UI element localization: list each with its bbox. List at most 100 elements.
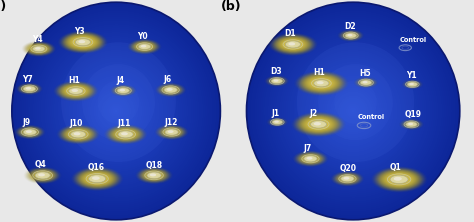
Circle shape: [72, 131, 85, 137]
Circle shape: [96, 178, 98, 179]
Circle shape: [304, 156, 317, 162]
Circle shape: [119, 89, 128, 93]
Circle shape: [27, 168, 58, 182]
Circle shape: [41, 175, 44, 176]
Circle shape: [141, 45, 146, 48]
Circle shape: [76, 133, 81, 135]
Circle shape: [314, 80, 329, 87]
Text: (a): (a): [0, 0, 7, 13]
Circle shape: [295, 152, 326, 166]
Circle shape: [94, 177, 100, 180]
Circle shape: [341, 176, 354, 182]
Circle shape: [20, 128, 39, 137]
Ellipse shape: [12, 2, 220, 220]
Circle shape: [36, 172, 49, 178]
Circle shape: [119, 131, 132, 137]
Circle shape: [28, 131, 31, 133]
Ellipse shape: [295, 52, 411, 170]
Circle shape: [42, 175, 43, 176]
Circle shape: [339, 30, 362, 41]
Circle shape: [125, 134, 127, 135]
Circle shape: [410, 83, 415, 85]
Circle shape: [301, 74, 341, 93]
Circle shape: [32, 46, 46, 52]
Circle shape: [18, 127, 42, 138]
Circle shape: [27, 44, 50, 54]
Circle shape: [158, 126, 185, 139]
Circle shape: [272, 79, 282, 83]
Ellipse shape: [309, 65, 398, 157]
Circle shape: [340, 30, 362, 41]
Circle shape: [141, 45, 148, 48]
Circle shape: [411, 124, 412, 125]
Circle shape: [110, 127, 141, 141]
Ellipse shape: [36, 28, 196, 194]
Circle shape: [356, 78, 375, 87]
Circle shape: [165, 129, 178, 135]
Circle shape: [145, 171, 164, 180]
Circle shape: [340, 31, 361, 40]
Circle shape: [280, 38, 306, 51]
Circle shape: [27, 131, 32, 133]
Ellipse shape: [103, 97, 129, 125]
Circle shape: [364, 81, 368, 84]
Circle shape: [143, 46, 146, 48]
Circle shape: [150, 174, 158, 177]
Circle shape: [65, 34, 100, 50]
Circle shape: [313, 79, 330, 87]
Circle shape: [138, 44, 151, 50]
Ellipse shape: [112, 107, 120, 115]
Circle shape: [73, 90, 78, 92]
Circle shape: [401, 120, 421, 129]
Ellipse shape: [310, 67, 396, 155]
Circle shape: [299, 153, 322, 164]
Circle shape: [80, 170, 115, 187]
Circle shape: [285, 41, 301, 48]
Circle shape: [307, 157, 314, 160]
Circle shape: [315, 123, 322, 126]
Circle shape: [33, 46, 45, 52]
Circle shape: [28, 44, 50, 54]
Text: J7: J7: [303, 144, 311, 153]
Circle shape: [74, 168, 120, 189]
Circle shape: [391, 176, 407, 183]
Circle shape: [57, 82, 95, 100]
Circle shape: [25, 42, 53, 55]
Circle shape: [65, 86, 86, 96]
Circle shape: [139, 44, 150, 49]
Circle shape: [411, 84, 413, 85]
Circle shape: [20, 84, 39, 93]
Circle shape: [348, 34, 354, 37]
Circle shape: [361, 80, 371, 85]
Circle shape: [269, 118, 285, 126]
Circle shape: [274, 80, 280, 82]
Ellipse shape: [61, 42, 176, 162]
Circle shape: [152, 174, 156, 176]
Circle shape: [273, 120, 281, 124]
Ellipse shape: [52, 44, 181, 178]
Circle shape: [30, 45, 48, 53]
Ellipse shape: [76, 69, 156, 153]
Circle shape: [36, 48, 42, 50]
Circle shape: [304, 118, 333, 131]
Circle shape: [406, 81, 419, 87]
Text: Y3: Y3: [74, 27, 85, 36]
Circle shape: [288, 42, 295, 46]
Circle shape: [336, 173, 359, 184]
Circle shape: [408, 123, 415, 126]
Circle shape: [293, 112, 344, 136]
Circle shape: [346, 33, 356, 38]
Circle shape: [380, 170, 419, 188]
Circle shape: [386, 173, 412, 185]
Circle shape: [406, 122, 417, 127]
Circle shape: [305, 156, 316, 161]
Circle shape: [34, 46, 44, 51]
Circle shape: [375, 168, 423, 190]
Ellipse shape: [320, 77, 386, 145]
Circle shape: [37, 48, 40, 50]
Circle shape: [363, 81, 368, 83]
Circle shape: [314, 122, 323, 127]
Circle shape: [24, 42, 54, 56]
Circle shape: [27, 168, 59, 183]
Circle shape: [111, 128, 140, 141]
